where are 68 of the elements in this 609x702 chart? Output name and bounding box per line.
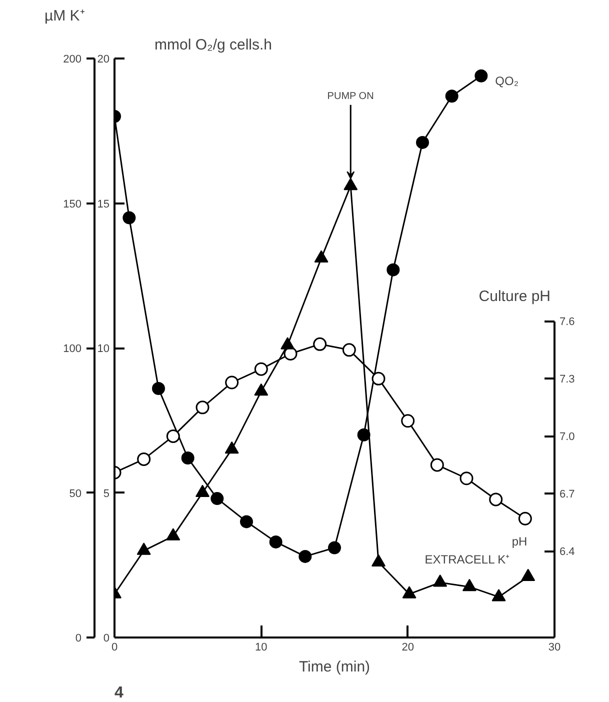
x-tick-label: 30 <box>548 642 561 654</box>
point <box>225 376 239 390</box>
y3-axis-title: Culture pH <box>478 288 551 306</box>
point <box>430 458 444 472</box>
point <box>224 441 239 454</box>
point <box>386 263 400 276</box>
point <box>372 554 386 566</box>
series-label: QO₂ <box>495 74 519 88</box>
point <box>357 428 370 442</box>
point <box>344 178 358 190</box>
point <box>416 136 429 149</box>
point <box>136 542 151 555</box>
y-tick-label: 10 <box>97 343 110 355</box>
point <box>122 211 136 224</box>
point <box>280 337 295 350</box>
point <box>313 337 327 351</box>
x-tick-label: 10 <box>255 642 268 654</box>
point <box>402 586 416 598</box>
y-tick-label: 20 <box>97 54 110 66</box>
y3-tick-label: 7.0 <box>560 431 575 444</box>
point <box>254 383 268 396</box>
point <box>328 541 341 554</box>
x-axis-title: Time (min) <box>298 658 370 676</box>
point <box>401 414 415 428</box>
y2-axis-title: µM K⁺ <box>44 8 85 24</box>
point <box>474 69 488 82</box>
point <box>492 588 506 602</box>
point <box>372 372 386 386</box>
point <box>152 382 165 396</box>
series-label: EXTRACELL K⁺ <box>424 552 510 567</box>
y2-tick-label: 200 <box>63 54 82 66</box>
x-tick-label: 0 <box>111 642 118 654</box>
y2-tick-label: 150 <box>63 198 82 210</box>
point <box>196 484 210 498</box>
point <box>462 578 476 592</box>
point <box>518 512 532 526</box>
y-tick-label: 5 <box>103 488 110 500</box>
point <box>196 400 210 414</box>
point <box>521 568 536 581</box>
y3-tick-label: 7.3 <box>560 374 575 386</box>
y-axis-title: mmol O₂/g cells.h <box>154 36 272 54</box>
point <box>342 343 356 357</box>
point <box>269 535 282 548</box>
point <box>489 492 503 506</box>
series-label: pH <box>512 534 528 549</box>
y-tick-label: 15 <box>97 198 110 210</box>
point <box>181 452 194 464</box>
point <box>460 472 474 486</box>
point <box>137 452 151 466</box>
x-tick-label: 20 <box>402 642 414 654</box>
y-tick-label: 0 <box>103 632 110 644</box>
point <box>166 429 180 443</box>
point <box>166 528 180 540</box>
point <box>210 492 224 506</box>
annotation: PUMP ON <box>327 90 374 102</box>
point <box>314 250 328 263</box>
point <box>433 574 448 587</box>
y2-tick-label: 50 <box>69 488 82 500</box>
y2-tick-label: 0 <box>75 632 82 644</box>
point <box>254 362 268 376</box>
point <box>445 90 458 103</box>
y3-tick-label: 6.7 <box>560 488 575 501</box>
y2-tick-label: 100 <box>63 343 82 355</box>
y3-tick-label: 7.6 <box>560 316 575 328</box>
point <box>240 515 253 528</box>
text: 4 <box>114 684 124 702</box>
point <box>298 550 312 563</box>
y3-tick-label: 6.4 <box>560 546 575 558</box>
